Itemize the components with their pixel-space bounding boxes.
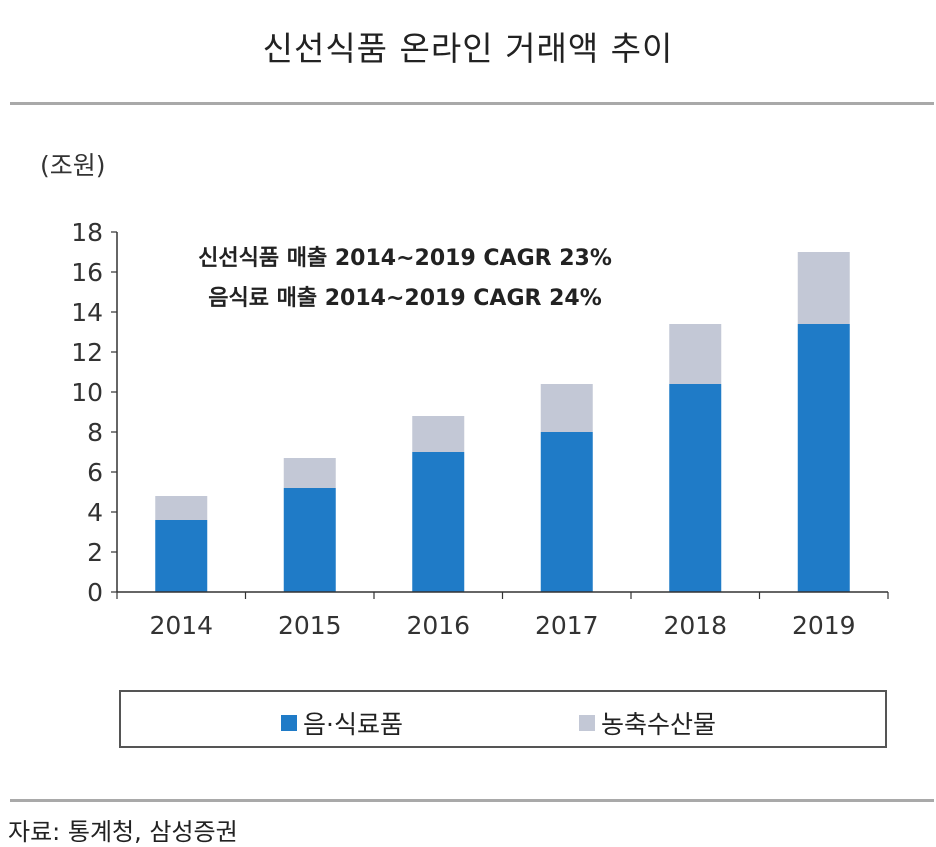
source-note: 자료: 통계청, 삼성증권	[8, 818, 238, 846]
y-tick-label-10: 10	[71, 378, 103, 407]
x-tick-label-2017: 2017	[535, 611, 599, 640]
y-axis-unit-label: (조원)	[40, 151, 106, 180]
legend-label-food: 음·식료품	[303, 710, 403, 739]
bottom-divider	[10, 799, 934, 802]
legend-item-agri: 농축수산물	[579, 705, 716, 741]
legend-swatch-food	[281, 715, 297, 731]
bar-agri-2014	[155, 496, 208, 520]
bar-agri-2016	[412, 416, 465, 452]
y-tick-label-2: 2	[87, 538, 103, 567]
y-tick-label-16: 16	[71, 258, 103, 287]
bar-food-2015	[283, 488, 336, 592]
legend-label-agri: 농축수산물	[601, 710, 717, 739]
bar-agri-2018	[669, 324, 722, 384]
y-tick-label-4: 4	[87, 498, 103, 527]
bar-chart: 0 2 4 6 8 10 12 14 16 18 2014 2015 2016 2017 2018 2019	[71, 218, 889, 640]
top-divider	[10, 102, 934, 105]
cagr-annotation-fresh: 신선식품 매출 2014~2019 CAGR 23%	[198, 246, 612, 271]
bar-food-2017	[540, 432, 593, 592]
cagr-annotation-food: 음식료 매출 2014~2019 CAGR 24%	[208, 286, 602, 311]
bar-food-2019	[797, 324, 850, 592]
y-tick-label-12: 12	[71, 338, 103, 367]
y-tick-label-18: 18	[71, 218, 103, 247]
y-tick-label-6: 6	[87, 458, 103, 487]
y-tick-label-0: 0	[87, 578, 103, 607]
legend-swatch-agri	[579, 715, 595, 731]
bar-agri-2019	[797, 252, 850, 324]
bar-food-2018	[669, 384, 722, 592]
legend-item-food: 음·식료품	[281, 705, 403, 741]
x-tick-label-2016: 2016	[406, 611, 470, 640]
bar-agri-2015	[283, 458, 336, 488]
x-tick-label-2018: 2018	[663, 611, 727, 640]
bar-agri-2017	[540, 384, 593, 432]
chart-legend: 음·식료품 농축수산물	[119, 690, 887, 748]
y-tick-label-14: 14	[71, 298, 103, 327]
y-tick-label-8: 8	[87, 418, 103, 447]
x-tick-label-2019: 2019	[792, 611, 856, 640]
bar-food-2014	[155, 520, 208, 592]
chart-title: 신선식품 온라인 거래액 추이	[262, 29, 674, 68]
bar-food-2016	[412, 452, 465, 592]
x-tick-label-2014: 2014	[149, 611, 213, 640]
x-tick-label-2015: 2015	[278, 611, 342, 640]
